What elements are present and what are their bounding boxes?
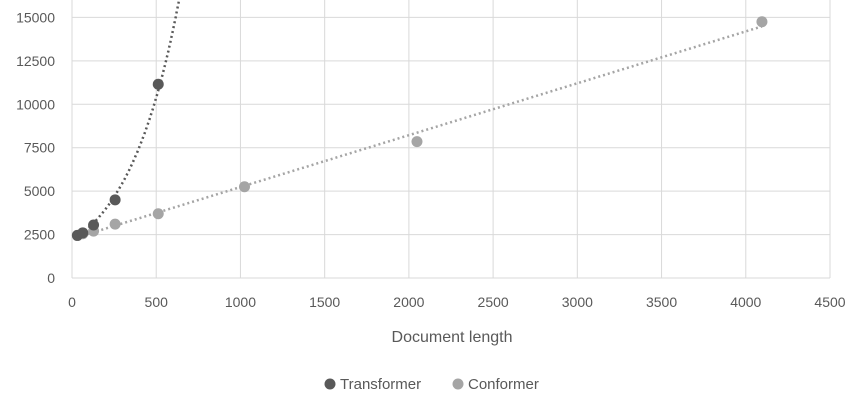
transformer-point xyxy=(109,194,121,206)
conformer-trendline xyxy=(77,25,763,239)
x-tick-label: 4500 xyxy=(814,294,845,310)
conformer-point xyxy=(756,16,768,28)
conformer-point xyxy=(152,208,164,220)
conformer-point xyxy=(238,181,250,193)
x-tick-label: 2500 xyxy=(478,294,509,310)
y-tick-label: 12500 xyxy=(16,53,55,69)
x-tick-label: 1000 xyxy=(225,294,256,310)
x-tick-label: 0 xyxy=(68,294,76,310)
conformer-point xyxy=(109,218,121,230)
conformer-point xyxy=(411,136,423,148)
transformer-trendline xyxy=(76,0,181,239)
x-tick-label: 2000 xyxy=(393,294,424,310)
x-tick-label: 3500 xyxy=(646,294,677,310)
y-tick-label: 15000 xyxy=(16,9,55,25)
y-tick-label: 5000 xyxy=(24,183,55,199)
transformer-point xyxy=(77,227,89,239)
x-tick-label: 1500 xyxy=(309,294,340,310)
x-tick-label: 500 xyxy=(145,294,169,310)
y-tick-label: 2500 xyxy=(24,227,55,243)
x-axis-title: Document length xyxy=(392,329,513,346)
x-tick-label: 4000 xyxy=(730,294,761,310)
x-tick-label: 3000 xyxy=(562,294,593,310)
y-tick-label: 0 xyxy=(47,270,55,286)
legend-marker-conformer xyxy=(452,378,464,390)
legend-marker-transformer xyxy=(324,378,336,390)
legend-label-conformer: Conformer xyxy=(468,376,539,393)
transformer-point xyxy=(88,219,100,231)
y-tick-label: 7500 xyxy=(24,140,55,156)
y-tick-label: 10000 xyxy=(16,96,55,112)
legend-label-transformer: Transformer xyxy=(340,376,421,393)
transformer-point xyxy=(152,78,164,90)
